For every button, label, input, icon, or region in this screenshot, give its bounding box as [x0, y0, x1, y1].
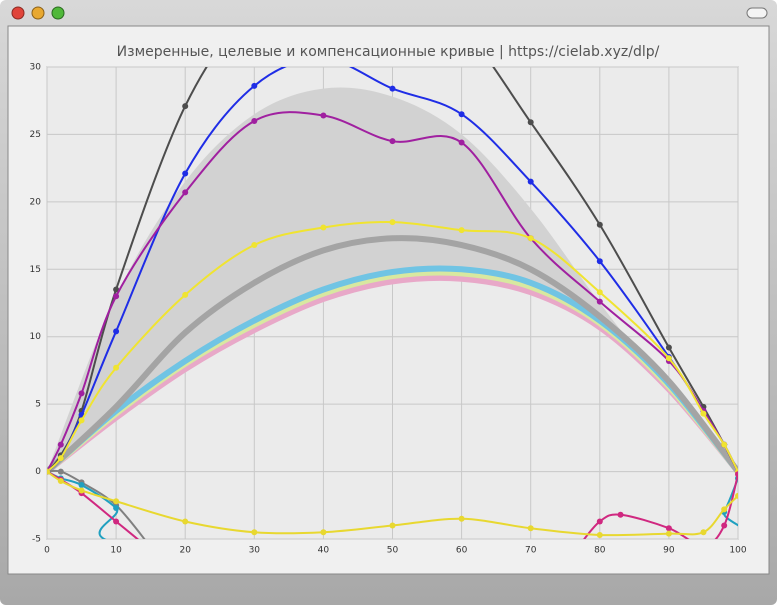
- data-point: [78, 482, 85, 489]
- y-tick-label: 30: [30, 63, 42, 73]
- data-point: [47, 468, 50, 475]
- data-point: [113, 518, 120, 525]
- data-point: [596, 221, 603, 228]
- data-point: [735, 471, 738, 478]
- data-point: [113, 286, 120, 293]
- data-point: [389, 219, 396, 226]
- data-point: [665, 344, 672, 351]
- data-point: [389, 85, 396, 92]
- y-tick-label: 5: [35, 400, 41, 410]
- data-point: [700, 410, 707, 417]
- data-point: [113, 364, 120, 371]
- data-point: [721, 522, 728, 529]
- data-point: [458, 227, 465, 234]
- x-tick-label: 20: [179, 546, 191, 556]
- x-tick-label: 50: [387, 546, 399, 556]
- series-line: [47, 235, 738, 475]
- data-point: [78, 487, 85, 494]
- x-tick-label: 40: [318, 546, 330, 556]
- data-point: [251, 242, 258, 249]
- data-point: [57, 468, 64, 475]
- data-point: [182, 103, 189, 110]
- data-point: [389, 522, 396, 529]
- data-point: [251, 82, 258, 89]
- x-tick-label: 30: [249, 546, 261, 556]
- y-tick-label: 25: [30, 130, 41, 140]
- data-point: [57, 455, 64, 462]
- data-point: [113, 293, 120, 300]
- y-tick-label: 15: [30, 265, 41, 275]
- data-point: [527, 235, 534, 242]
- y-tick-label: 0: [35, 467, 41, 477]
- series-line: [47, 67, 738, 473]
- data-point: [596, 298, 603, 305]
- data-point: [57, 441, 64, 448]
- y-tick-label: -5: [32, 535, 41, 545]
- data-point: [596, 531, 603, 538]
- data-point: [665, 355, 672, 362]
- data-point: [182, 518, 189, 525]
- data-point: [721, 506, 728, 513]
- data-point: [182, 189, 189, 196]
- data-point: [700, 529, 707, 536]
- x-tick-label: 90: [663, 546, 675, 556]
- data-point: [735, 492, 738, 499]
- x-tick-label: 80: [594, 546, 606, 556]
- data-point: [527, 119, 534, 126]
- data-point: [78, 390, 85, 397]
- data-point: [78, 417, 85, 424]
- x-tick-label: 10: [110, 546, 122, 556]
- data-point: [458, 139, 465, 146]
- data-point: [596, 258, 603, 265]
- data-point: [527, 178, 534, 185]
- y-tick-label: 20: [30, 197, 42, 207]
- x-tick-label: 60: [456, 546, 468, 556]
- data-point: [596, 518, 603, 525]
- data-point: [320, 112, 327, 119]
- data-point: [113, 328, 120, 335]
- close-button[interactable]: [11, 6, 25, 20]
- minimize-button[interactable]: [31, 6, 45, 20]
- series-line: [47, 470, 738, 539]
- data-point: [389, 138, 396, 145]
- data-point: [320, 529, 327, 536]
- data-point: [113, 498, 120, 505]
- data-point: [458, 111, 465, 118]
- data-point: [665, 530, 672, 537]
- data-point: [596, 289, 603, 296]
- data-point: [251, 117, 258, 124]
- data-point: [320, 224, 327, 231]
- data-point: [527, 525, 534, 532]
- data-point: [458, 515, 465, 522]
- y-tick-label: 10: [30, 332, 42, 342]
- zoom-button[interactable]: [51, 6, 65, 20]
- data-point: [182, 291, 189, 298]
- data-point: [57, 478, 64, 485]
- data-point: [182, 170, 189, 177]
- x-tick-label: 0: [44, 546, 50, 556]
- data-point: [113, 504, 120, 511]
- chart-title: Измеренные, целевые и компенсационные кр…: [117, 44, 660, 60]
- data-point: [251, 529, 258, 536]
- toolbar-button[interactable]: [746, 7, 768, 19]
- data-point: [721, 441, 728, 448]
- x-tick-label: 70: [525, 546, 537, 556]
- data-point: [665, 525, 672, 532]
- data-point: [617, 511, 624, 518]
- x-tick-label: 100: [729, 546, 746, 556]
